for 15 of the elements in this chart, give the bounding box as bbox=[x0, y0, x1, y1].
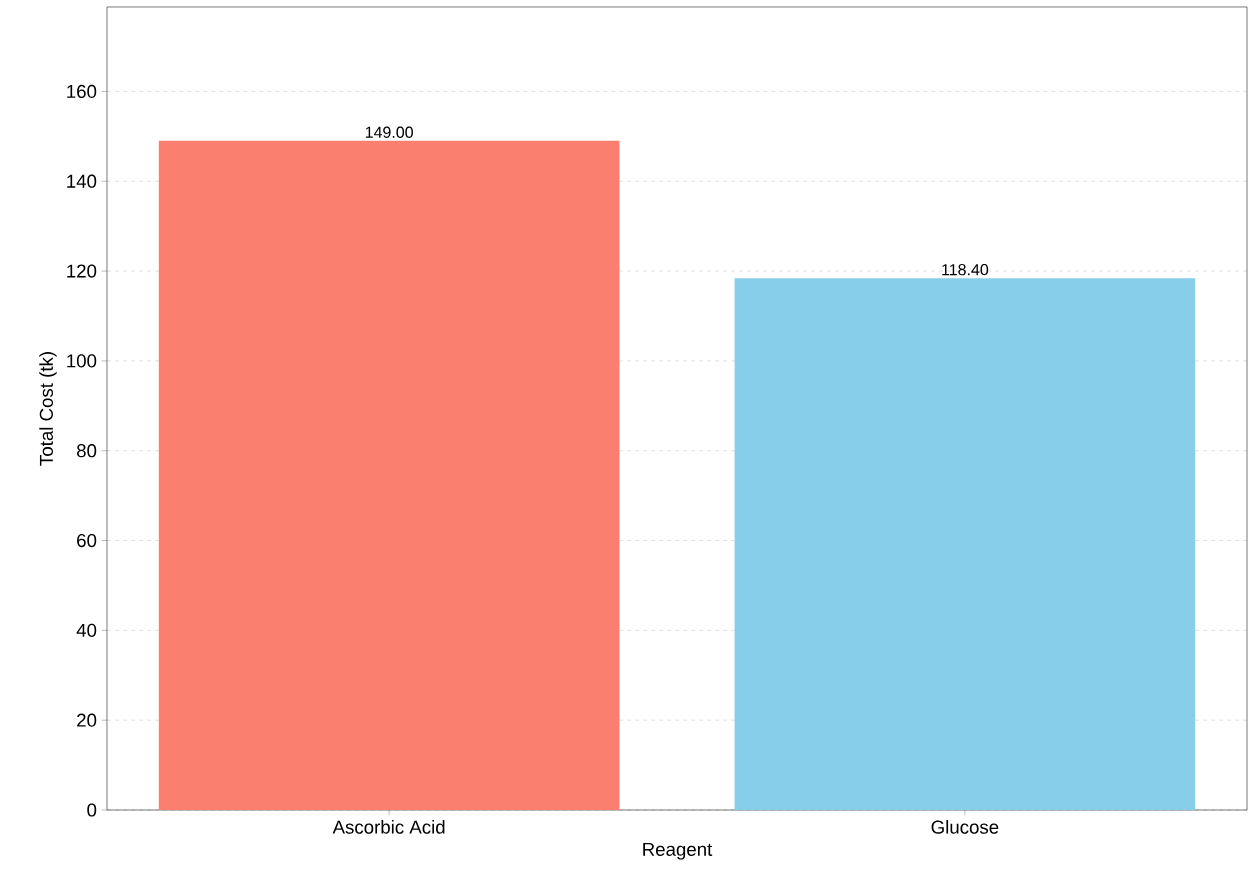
x-tick-label: Ascorbic Acid bbox=[332, 820, 445, 834]
y-tick-label: 80 bbox=[77, 444, 97, 458]
x-tick-label: Glucose bbox=[931, 820, 999, 834]
y-axis-title: Total Cost (tk) bbox=[39, 352, 57, 466]
y-tick-label: 60 bbox=[77, 533, 97, 548]
data-label: 149.00 bbox=[365, 126, 413, 138]
y-tick-label: 0 bbox=[87, 803, 97, 817]
x-axis-title: Reagent bbox=[643, 842, 713, 860]
y-tick-label: 140 bbox=[67, 174, 97, 188]
y-tick-label: 120 bbox=[67, 264, 97, 278]
y-tick-label: 100 bbox=[67, 354, 97, 368]
data-label: 118.40 bbox=[942, 263, 989, 276]
y-tick-label: 160 bbox=[67, 84, 97, 99]
y-tick-label: 40 bbox=[76, 623, 97, 637]
y-tick-label: 20 bbox=[77, 713, 97, 727]
